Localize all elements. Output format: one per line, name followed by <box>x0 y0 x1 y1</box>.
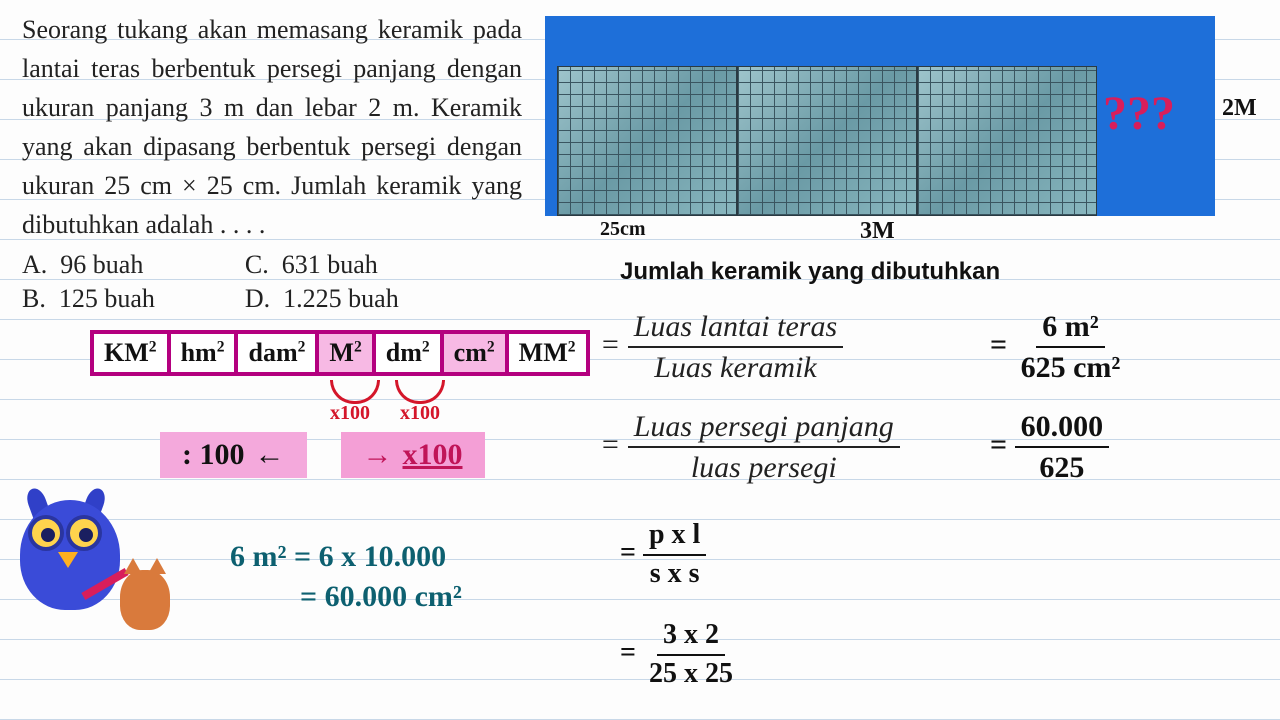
option-d: D. 1.225 buah <box>245 284 399 314</box>
tile-blocks <box>557 66 1097 216</box>
divide-100: : 100← <box>160 432 307 478</box>
right-heading: Jumlah keramik yang dibutuhkan <box>620 258 1000 286</box>
ladder-cell: KM2 <box>94 334 171 372</box>
formula-4: = 3 x 225 x 25 <box>620 620 739 690</box>
conversion-hint: : 100← →x100 <box>160 432 485 478</box>
work-line-2: = 60.000 cm² <box>300 580 462 614</box>
unit-ladder: KM2 hm2 dam2 M2 dm2 cm2 MM2 <box>90 330 590 376</box>
annot-x100: x100 <box>330 402 370 425</box>
problem-text: Seorang tukang akan memasang keramik pad… <box>22 10 522 244</box>
formula-1: = Luas lantai terasLuas keramik <box>600 310 843 384</box>
result-2: = 60.000625 <box>990 410 1109 484</box>
tile-block <box>557 66 737 216</box>
option-c: C. 631 buah <box>245 250 399 280</box>
option-b: B. 125 buah <box>22 284 155 314</box>
owl-mascot <box>10 460 170 640</box>
label-2m: 2M <box>1222 95 1257 122</box>
ladder-cell: MM2 <box>509 334 586 372</box>
result-1: = 6 m²625 cm² <box>990 310 1126 384</box>
annot-x100: x100 <box>400 402 440 425</box>
cat-mascot <box>120 570 170 630</box>
ladder-cell: dm2 <box>376 334 444 372</box>
tile-block <box>917 66 1097 216</box>
times-100: →x100 <box>341 432 485 478</box>
formula-3: = p x ls x s <box>620 520 706 590</box>
ladder-cell-m2: M2 <box>319 334 375 372</box>
tile-block <box>737 66 917 216</box>
question-marks: ??? <box>1103 86 1175 141</box>
formula-2: = Luas persegi panjangluas persegi <box>600 410 900 484</box>
label-3m: 3M <box>860 218 895 245</box>
option-a: A. 96 buah <box>22 250 155 280</box>
ladder-cell-cm2: cm2 <box>444 334 509 372</box>
answer-options: A. 96 buah B. 125 buah C. 631 buah D. 1.… <box>22 250 399 314</box>
work-line-1: 6 m² = 6 x 10.000 <box>230 540 446 574</box>
ladder-cell: dam2 <box>238 334 319 372</box>
label-25cm: 25cm <box>600 218 646 241</box>
ladder-cell: hm2 <box>171 334 239 372</box>
floor-illustration: ??? <box>545 16 1215 216</box>
